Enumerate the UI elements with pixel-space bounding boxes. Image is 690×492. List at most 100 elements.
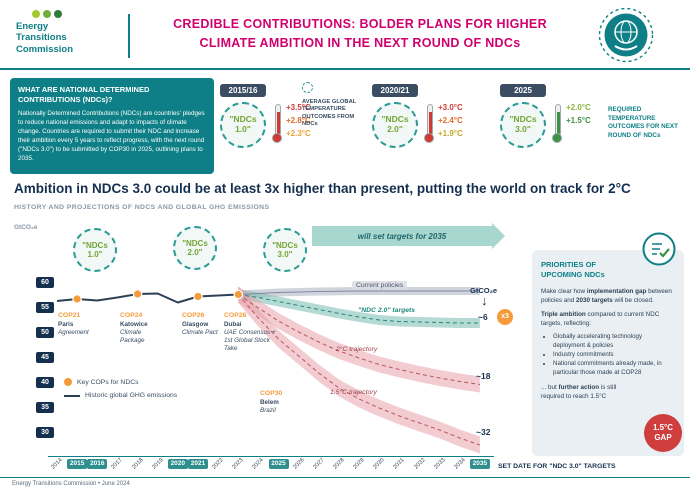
etc-logo-text: Energy Transitions Commission (16, 21, 73, 55)
cop-sub: Climate Pact (182, 329, 218, 336)
year-badge-2025: 2025 (500, 84, 546, 97)
cop-name: Paris (58, 320, 74, 328)
cop-tag: COP26 (182, 312, 205, 319)
priorities-bullets: Globally accelerating technology deploym… (553, 333, 675, 378)
cop-sub: UAE Consensus + 1st Global Stock Take (224, 329, 276, 353)
y-axis-tick: 60 (36, 276, 54, 288)
temp-outcome: +1.9°C (438, 128, 463, 138)
y-axis-tick: 30 (36, 426, 54, 438)
ndc-1-timeline-group: 2015/16 "NDCs 1.0" +3.5°C +2.8°C +2.3°C (220, 84, 330, 174)
thermometer-icon (272, 104, 282, 146)
ndc-3-circle: "NDCs 3.0" (500, 102, 546, 148)
chart-ndc-1-circle: "NDCs 1.0" (73, 228, 117, 272)
required-temp-outcomes-label: REQUIRED TEMPERATURE OUTCOMES FOR NEXT R… (608, 106, 678, 139)
y-axis-tick: 40 (36, 376, 54, 388)
page-title-line2: CLIMATE AMBITION IN THE NEXT ROUND OF ND… (199, 36, 521, 51)
priorities-para-1: Make clear how implementation gap betwee… (541, 287, 672, 304)
priorities-para-3: ... but further action is still required… (541, 383, 617, 401)
temp-outcome: +2.0°C (566, 103, 591, 112)
ndc-circle-text: 2.0" (387, 124, 403, 134)
globe-hands-icon (598, 7, 654, 63)
footer-credit: Energy Transitions Commission • June 202… (12, 481, 130, 487)
priorities-title: PRIORITIES OF UPCOMING NDCs (541, 260, 605, 279)
orange-dot-icon (64, 378, 72, 386)
ndc-circle-text: "NDCs (272, 240, 298, 250)
cop30-label: COP30 Belem Brazil (260, 390, 306, 415)
chart-ndc-3-circle: "NDCs 3.0" (263, 228, 307, 272)
ndc-circle-text: "NDCs (229, 114, 257, 125)
cop-sub: Climate Package (120, 329, 145, 345)
ndc-circle-text: 2.0" (187, 248, 203, 257)
gap-badge-line: GAP (654, 433, 672, 442)
ndc-circle-text: 3.0" (277, 250, 293, 259)
cop21-label: COP21 Paris Agreement (58, 312, 104, 337)
cop-sub: Brazil (260, 407, 276, 414)
chart-legend: Key COPs for NDCs Historic global GHG em… (64, 378, 224, 405)
gap-ndc2-value: ~6 (478, 312, 488, 322)
logo-line: Transitions (16, 32, 67, 44)
x-axis-year: 2021 (188, 459, 208, 469)
logo-dot-icon (32, 10, 40, 18)
thermometer-bulb (552, 133, 562, 143)
gap-15c-value: ~32 (476, 427, 491, 437)
targets-2035-arrow: will set targets for 2035 (312, 223, 505, 249)
line-swatch-icon (64, 394, 80, 397)
y-axis-tick: 45 (36, 351, 54, 363)
x-axis-year: 2035 (469, 459, 490, 469)
temp-outcome: +2.8°C (286, 115, 311, 125)
x-axis-year: 2020 (167, 459, 188, 469)
avg-temp-outcomes-label: AVERAGE GLOBAL TEMPERATURE OUTCOMES FROM… (302, 82, 368, 129)
cop-sub: Agreement (58, 329, 89, 336)
ndc-2-timeline-group: 2020/21 "NDCs 2.0" +3.0°C +2.4°C +1.9°C (372, 84, 482, 174)
x-axis-year: 2025 (268, 459, 289, 469)
x-axis-line (48, 456, 494, 457)
logo-line: Energy (16, 21, 49, 32)
footer-rule (0, 477, 690, 478)
ndc-definition-body: Nationally Determined Contributions (NDC… (18, 109, 205, 163)
current-policies-label: Current policies (352, 281, 408, 290)
y-axis-unit-label: GtCO₂e (14, 224, 38, 231)
ndc-circle-text: 3.0" (515, 124, 531, 134)
ndc-circle-text: "NDCs (381, 114, 409, 125)
y-axis-tick: 50 (36, 326, 54, 338)
header-rule (0, 68, 690, 70)
priorities-para-2: Triple ambition compared to current NDC … (541, 310, 660, 327)
gap-15c-badge: 1.5°C GAP (644, 414, 682, 452)
avg-temp-outcomes-text: AVERAGE GLOBAL TEMPERATURE OUTCOMES FROM… (302, 98, 357, 128)
cop-tag: COP28 (224, 312, 247, 319)
legend-label: Key COPs for NDCs (77, 378, 139, 386)
temperature-outcomes: +2.0°C +1.5°C (566, 102, 591, 128)
etc-logo-dots-icon (32, 10, 73, 18)
thermometer-mercury (276, 112, 280, 135)
temp-outcome: +3.0°C (438, 103, 463, 112)
chart-title: HISTORY AND PROJECTIONS OF NDCS AND GLOB… (14, 204, 270, 211)
section-headline: Ambition in NDCs 3.0 could be at least 3… (14, 181, 631, 196)
ndc2-targets-label: "NDC 2.0" targets (358, 307, 416, 314)
ndc-definition-heading: WHAT ARE NATIONAL DETERMINED CONTRIBUTIO… (18, 85, 150, 104)
ndc-circle-text: "NDCs (509, 114, 537, 125)
gap-2c-value: ~18 (476, 371, 491, 381)
page-title: CREDIBLE CONTRIBUTIONS: BOLDER PLANS FOR… (140, 15, 580, 54)
legend-label: Historic global GHG emissions (85, 392, 178, 399)
page-title-line1: CREDIBLE CONTRIBUTIONS: BOLDER PLANS FOR… (173, 17, 547, 31)
multiplier-badge: x3 (497, 309, 513, 325)
thermometer-icon (424, 104, 434, 146)
temp-outcome: +1.5°C (566, 115, 591, 125)
header-divider (128, 14, 130, 58)
right-unit-label: GtCO₂e (470, 286, 498, 295)
down-arrow-icon: ↓ (481, 293, 488, 308)
legend-item-historic: Historic global GHG emissions (64, 392, 224, 399)
year-badge-2015-16: 2015/16 (220, 84, 266, 97)
trajectory-2c-label: 2°C trajectory (336, 346, 378, 353)
thermometer-mercury (428, 112, 432, 135)
ghg-projections-chart (56, 286, 481, 454)
cop24-label: COP24 Katowice Climate Package (120, 312, 166, 345)
x-axis-year: 2015 (67, 459, 88, 469)
ndc-definition-panel: WHAT ARE NATIONAL DETERMINED CONTRIBUTIO… (10, 78, 214, 174)
temperature-outcomes: +3.0°C +2.4°C +1.9°C (438, 102, 463, 140)
cop28-label: COP28 Dubai UAE Consensus + 1st Global S… (224, 312, 276, 354)
temp-outcome: +2.4°C (438, 115, 463, 125)
ndc-circle-text: "NDCs (182, 238, 208, 248)
y-axis-tick: 35 (36, 401, 54, 413)
